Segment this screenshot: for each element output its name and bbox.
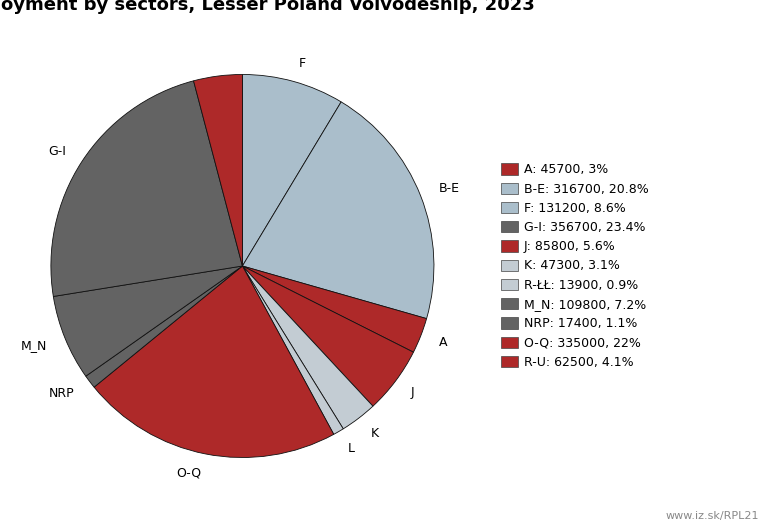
Wedge shape [242,266,343,434]
Wedge shape [242,266,426,352]
Wedge shape [194,74,242,266]
Wedge shape [86,266,242,387]
Wedge shape [242,266,414,406]
Text: O-Q: O-Q [177,466,202,479]
Text: www.iz.sk/RPL21: www.iz.sk/RPL21 [665,511,759,521]
Wedge shape [51,81,242,296]
Legend: A: 45700, 3%, B-E: 316700, 20.8%, F: 131200, 8.6%, G-I: 356700, 23.4%, J: 85800,: A: 45700, 3%, B-E: 316700, 20.8%, F: 131… [497,160,652,372]
Title: Employment by sectors, Lesser Poland Voivodeship, 2023: Employment by sectors, Lesser Poland Voi… [0,0,534,14]
Wedge shape [242,74,341,266]
Text: J: J [411,386,414,399]
Text: M_N: M_N [21,339,47,352]
Text: F: F [299,56,306,70]
Text: B-E: B-E [439,182,459,195]
Wedge shape [94,266,334,458]
Wedge shape [53,266,242,376]
Wedge shape [242,266,373,429]
Text: K: K [370,427,378,440]
Text: L: L [348,442,355,455]
Wedge shape [242,102,434,319]
Text: NRP: NRP [49,387,74,400]
Text: G-I: G-I [48,145,66,157]
Text: A: A [439,336,447,349]
